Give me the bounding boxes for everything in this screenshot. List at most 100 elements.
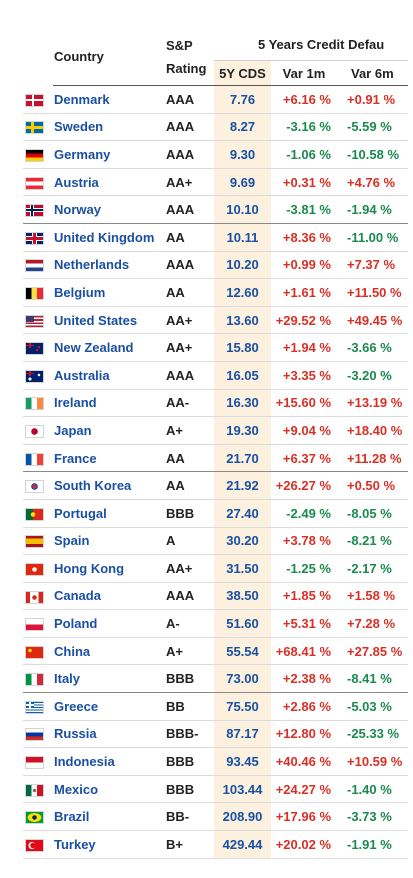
country-link[interactable]: Poland xyxy=(53,609,166,638)
var1m-cell: -2.49 % xyxy=(271,499,337,528)
var6m-cell: -25.33 % xyxy=(337,720,409,749)
country-link[interactable]: Hong Kong xyxy=(53,554,166,583)
uk-flag-icon xyxy=(25,231,44,245)
cds-cell: 208.90 xyxy=(214,802,271,832)
cds-cell: 12.60 xyxy=(214,278,271,307)
rating-column-header[interactable]: S&P Rating xyxy=(166,28,214,86)
germany-flag-icon xyxy=(25,149,44,163)
var1m-cell: +40.46 % xyxy=(271,747,337,776)
country-link[interactable]: Mexico xyxy=(53,775,166,804)
flag-cell xyxy=(23,471,53,500)
cds-cell: 103.44 xyxy=(214,775,271,804)
cds-cell: 38.50 xyxy=(214,582,271,611)
flag-cell xyxy=(23,251,53,280)
var6m-column-header[interactable]: Var 6m xyxy=(337,60,409,86)
country-link[interactable]: Germany xyxy=(53,140,166,169)
table-row: Australia AAA 16.05 +3.35 % -3.20 % xyxy=(23,361,409,390)
cds-cell: 75.50 xyxy=(214,692,271,721)
flag-cell xyxy=(23,582,53,611)
cds-cell: 30.20 xyxy=(214,527,271,556)
flag-cell xyxy=(23,720,53,749)
country-link[interactable]: Spain xyxy=(53,527,166,556)
var6m-cell: +11.28 % xyxy=(337,444,409,473)
flag-cell xyxy=(23,747,53,776)
country-link[interactable]: Russia xyxy=(53,720,166,749)
var1m-cell: -1.25 % xyxy=(271,554,337,583)
var1m-cell: +15.60 % xyxy=(271,389,337,418)
country-link[interactable]: Turkey xyxy=(53,830,166,859)
country-link[interactable]: Canada xyxy=(53,582,166,611)
rating-cell: BBB xyxy=(166,499,214,528)
country-link[interactable]: United States xyxy=(53,306,166,335)
country-link[interactable]: Japan xyxy=(53,416,166,445)
cds-cell: 7.76 xyxy=(214,85,271,114)
var6m-cell: -10.58 % xyxy=(337,140,409,169)
brazil-flag-icon xyxy=(25,811,44,825)
country-link[interactable]: France xyxy=(53,444,166,473)
country-link[interactable]: New Zealand xyxy=(53,333,166,362)
country-link[interactable]: Sweden xyxy=(53,113,166,142)
country-link[interactable]: Denmark xyxy=(53,85,166,114)
country-link[interactable]: China xyxy=(53,637,166,666)
country-link[interactable]: Greece xyxy=(53,692,166,721)
var6m-cell: +49.45 % xyxy=(337,306,409,335)
australia-flag-icon xyxy=(25,369,44,383)
var6m-cell: -11.00 % xyxy=(337,223,409,252)
var1m-cell: +0.31 % xyxy=(271,168,337,197)
flag-cell xyxy=(23,195,53,224)
country-link[interactable]: Belgium xyxy=(53,278,166,307)
country-link[interactable]: Netherlands xyxy=(53,251,166,280)
country-link[interactable]: United Kingdom xyxy=(53,223,166,252)
belgium-flag-icon xyxy=(25,286,44,300)
flag-cell xyxy=(23,361,53,390)
rating-cell: BBB xyxy=(166,775,214,804)
var6m-cell: -2.17 % xyxy=(337,554,409,583)
south-korea-flag-icon xyxy=(25,480,44,494)
var6m-cell: -8.21 % xyxy=(337,527,409,556)
var6m-cell: +11.50 % xyxy=(337,278,409,307)
var1m-cell: -1.06 % xyxy=(271,140,337,169)
spain-flag-icon xyxy=(25,535,44,549)
rating-cell: AAA xyxy=(166,361,214,390)
rating-cell: AA+ xyxy=(166,168,214,197)
country-link[interactable]: Italy xyxy=(53,664,166,694)
table-row: China A+ 55.54 +68.41 % +27.85 % xyxy=(23,637,409,666)
table-row: United Kingdom AA 10.11 +8.36 % -11.00 % xyxy=(23,223,409,252)
var6m-cell: -8.05 % xyxy=(337,499,409,528)
country-link[interactable]: Norway xyxy=(53,195,166,224)
mexico-flag-icon xyxy=(25,783,44,797)
turkey-flag-icon xyxy=(25,838,44,852)
country-link[interactable]: Brazil xyxy=(53,802,166,832)
flag-cell xyxy=(23,830,53,859)
rating-cell: AA xyxy=(166,444,214,473)
cds-cell: 9.69 xyxy=(214,168,271,197)
var1m-cell: +20.02 % xyxy=(271,830,337,859)
rating-cell: B+ xyxy=(166,830,214,859)
var1m-cell: +1.61 % xyxy=(271,278,337,307)
hong-kong-flag-icon xyxy=(25,562,44,576)
country-link[interactable]: Austria xyxy=(53,168,166,197)
var6m-cell: +4.76 % xyxy=(337,168,409,197)
country-link[interactable]: Ireland xyxy=(53,389,166,418)
table-row: United States AA+ 13.60 +29.52 % +49.45 % xyxy=(23,306,409,335)
cds-cell: 16.30 xyxy=(214,389,271,418)
rating-cell: AA xyxy=(166,471,214,500)
cds-cell: 21.92 xyxy=(214,471,271,500)
country-link[interactable]: South Korea xyxy=(53,471,166,500)
rating-cell: BBB xyxy=(166,664,214,694)
var1m-cell: +24.27 % xyxy=(271,775,337,804)
var1m-cell: +6.37 % xyxy=(271,444,337,473)
table-row: Germany AAA 9.30 -1.06 % -10.58 % xyxy=(23,140,409,169)
country-column-header[interactable]: Country xyxy=(53,28,166,86)
table-row: Brazil BB- 208.90 +17.96 % -3.73 % xyxy=(23,802,409,832)
country-link[interactable]: Portugal xyxy=(53,499,166,528)
country-link[interactable]: Australia xyxy=(53,361,166,390)
rating-cell: AA+ xyxy=(166,554,214,583)
france-flag-icon xyxy=(25,452,44,466)
cds-column-header[interactable]: 5Y CDS xyxy=(214,60,271,86)
var1m-cell: +5.31 % xyxy=(271,609,337,638)
var1m-column-header[interactable]: Var 1m xyxy=(271,60,337,86)
rating-cell: AA+ xyxy=(166,333,214,362)
rating-cell: AA+ xyxy=(166,306,214,335)
country-link[interactable]: Indonesia xyxy=(53,747,166,776)
